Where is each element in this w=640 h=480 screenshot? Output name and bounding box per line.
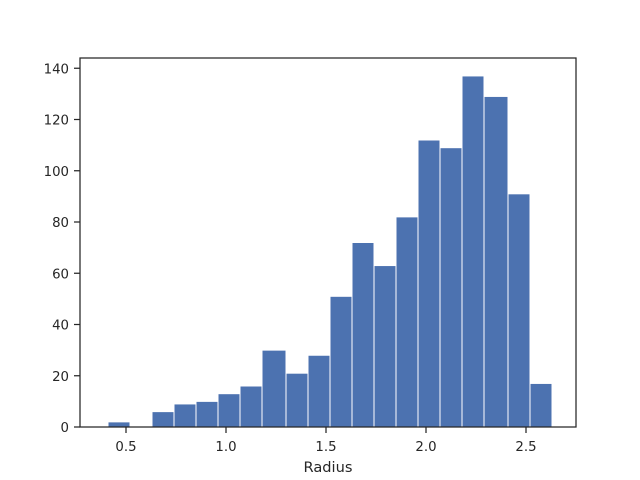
histogram-bar-8	[285, 372, 309, 428]
histogram-bar-17	[483, 95, 509, 428]
x-tick-label: 0.5	[115, 440, 136, 455]
histogram-bar-16	[461, 75, 485, 428]
histogram-bar-7	[261, 349, 287, 428]
y-tick-label: 60	[52, 267, 69, 282]
y-tick-label: 0	[61, 421, 69, 436]
histogram-bar-2	[151, 411, 175, 428]
histogram-bar-4	[195, 400, 219, 428]
histogram-bar-3	[173, 403, 197, 428]
y-tick-label: 100	[44, 165, 69, 180]
y-tick-label: 40	[52, 319, 69, 334]
y-tick-label: 120	[44, 114, 69, 129]
x-tick-label: 1.5	[315, 440, 336, 455]
x-tick-label: 1.0	[215, 440, 236, 455]
histogram-bar-12	[373, 265, 397, 428]
y-axis-ticks: 0 20 40 60 80 100 120 140	[44, 62, 80, 436]
histogram-bar-0	[107, 421, 131, 428]
histogram-bar-13	[395, 216, 419, 428]
histogram-bar-19	[529, 382, 553, 428]
histogram-bar-18	[507, 193, 531, 428]
x-tick-label: 2.0	[415, 440, 436, 455]
histogram-bar-6	[239, 385, 263, 428]
histogram-bar-14	[417, 139, 441, 428]
x-axis-ticks: 0.5 1.0 1.5 2.0 2.5	[115, 427, 537, 455]
y-tick-label: 20	[52, 370, 69, 385]
x-axis-label: Radius	[304, 459, 353, 476]
bars-group	[107, 75, 553, 428]
histogram-bar-5	[217, 393, 241, 428]
x-tick-label: 2.5	[515, 440, 536, 455]
histogram-bar-11	[351, 242, 375, 428]
axes-frame	[79, 57, 577, 428]
y-tick-label: 80	[52, 216, 69, 231]
y-tick-label: 140	[44, 62, 69, 77]
histogram-bar-9	[307, 354, 331, 428]
histogram-bar-10	[329, 295, 353, 428]
histogram-bar-15	[439, 147, 463, 428]
